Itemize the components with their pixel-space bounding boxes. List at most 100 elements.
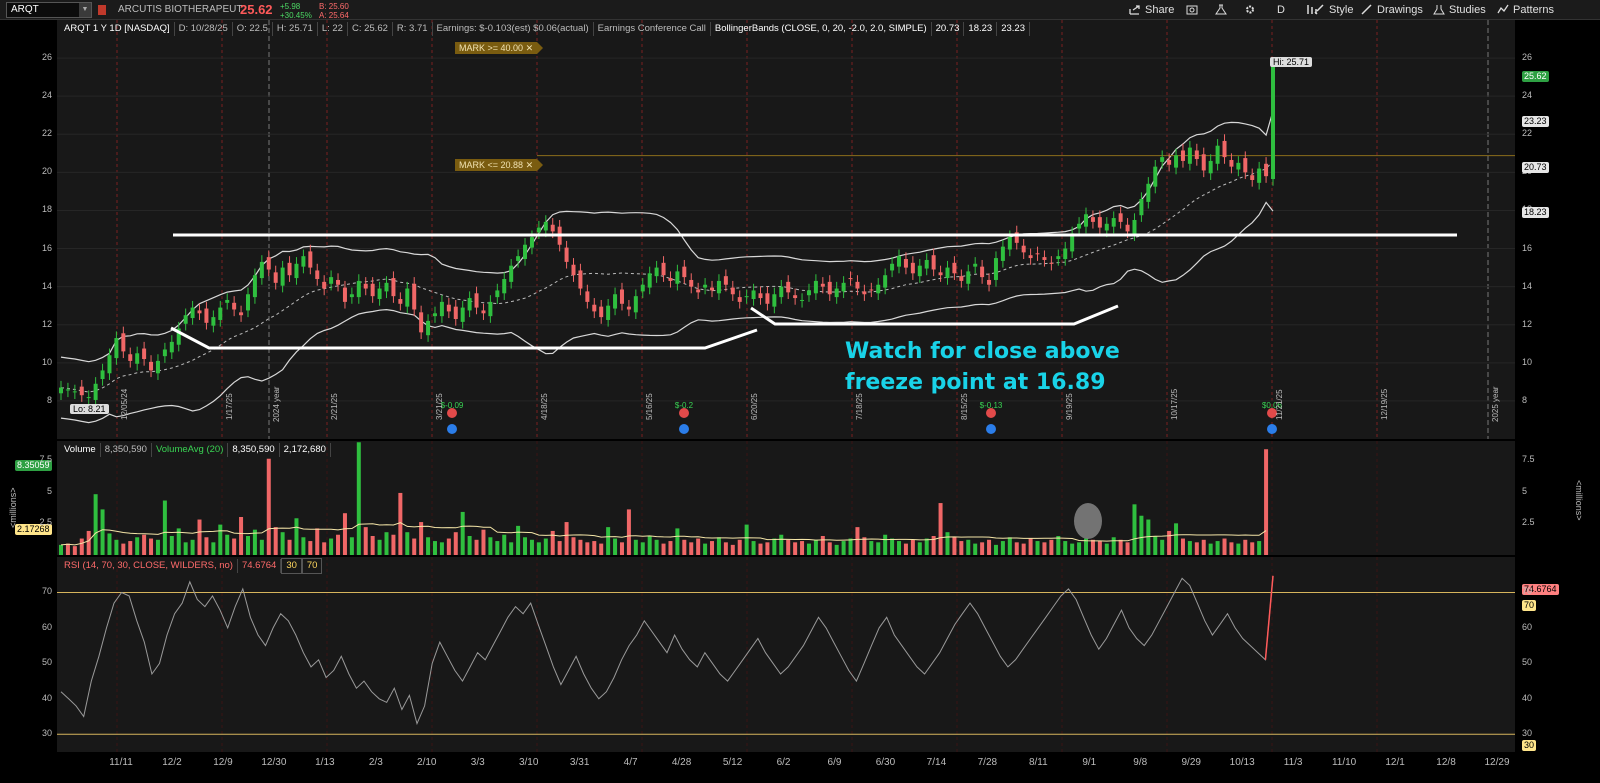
snapshot-button[interactable] bbox=[1186, 0, 1202, 20]
hdr-bb-upper: 20.73 bbox=[932, 22, 965, 36]
candle-body bbox=[155, 360, 160, 374]
year-label: 2024 year bbox=[272, 386, 281, 422]
date-tick-label: 2/3 bbox=[368, 757, 383, 768]
close-icon[interactable]: ✕ bbox=[525, 160, 534, 170]
volume-bar bbox=[294, 518, 299, 555]
candle-body bbox=[703, 284, 708, 288]
volume-bar bbox=[1097, 541, 1102, 555]
volume-bar bbox=[772, 538, 777, 555]
candle-body bbox=[128, 354, 133, 361]
close-icon[interactable]: ✕ bbox=[525, 43, 534, 53]
price-tick-label-left: 8 bbox=[46, 394, 52, 405]
price-pane[interactable] bbox=[57, 20, 1515, 439]
rsi-label[interactable]: RSI (14, 70, 30, CLOSE, WILDERS, no) bbox=[60, 559, 238, 573]
period-button[interactable]: D bbox=[1277, 4, 1285, 16]
hdr-study[interactable]: BollingerBands (CLOSE, 0, 20, -2.0, 2.0,… bbox=[711, 22, 932, 36]
volume-bar bbox=[1215, 541, 1220, 555]
bid-price: B: 25.60 bbox=[319, 2, 349, 11]
volume-bar bbox=[626, 509, 631, 555]
candle-body bbox=[599, 306, 604, 318]
volume-bar bbox=[1222, 538, 1227, 555]
candle-body bbox=[218, 307, 223, 320]
volume-bar bbox=[966, 539, 971, 555]
candle-body bbox=[121, 333, 126, 352]
candle-body bbox=[377, 288, 382, 300]
earnings-label: $-0.2 bbox=[674, 401, 694, 410]
candle-body bbox=[633, 296, 638, 313]
patterns-button[interactable]: Patterns bbox=[1497, 0, 1554, 20]
candle-body bbox=[1180, 150, 1185, 161]
share-icon bbox=[1129, 5, 1140, 15]
volume-bar bbox=[1160, 539, 1165, 555]
candle-body bbox=[1007, 237, 1012, 250]
alert-lower[interactable]: MARK <= 20.88 ✕ bbox=[455, 159, 544, 171]
volume-bar bbox=[509, 542, 514, 555]
volume-bar bbox=[336, 534, 341, 555]
candle-body bbox=[1194, 150, 1199, 160]
rsi-chart[interactable] bbox=[57, 557, 1515, 752]
candle-body bbox=[252, 275, 257, 298]
volume-bar bbox=[640, 542, 645, 555]
symbol-input[interactable]: ARQT ▼ bbox=[6, 2, 92, 18]
volume-bar bbox=[128, 541, 133, 555]
rsi-tick-label: 50 bbox=[1522, 657, 1533, 668]
earnings-icon bbox=[679, 408, 689, 418]
volume-bar bbox=[356, 442, 361, 555]
flask-icon bbox=[1215, 4, 1227, 15]
change-stack: +5.98 +30.45% bbox=[280, 2, 312, 22]
date-tick-label: 11/3 bbox=[1283, 757, 1303, 768]
date-tick-label: 12/8 bbox=[1436, 757, 1456, 768]
date-axis[interactable]: 11/11 12/2 12/9 12/30 1/13 2/3 2/10 3/3 3/10 3/31… bbox=[57, 752, 1515, 783]
flag-icon[interactable] bbox=[98, 5, 106, 15]
candle-body bbox=[834, 288, 839, 298]
rsi-last-segment bbox=[1264, 575, 1274, 660]
studies-button[interactable]: Studies bbox=[1433, 0, 1486, 20]
volume-bar bbox=[308, 541, 313, 555]
candle-body bbox=[924, 259, 929, 269]
price-tick-label-left: 14 bbox=[41, 280, 52, 291]
date-tick-label: 9/29 bbox=[1181, 757, 1201, 768]
vol-avg-label[interactable]: VolumeAvg (20) bbox=[152, 443, 229, 457]
volume-bar bbox=[1042, 542, 1047, 555]
share-button[interactable]: Share bbox=[1129, 0, 1174, 20]
vertical-date-label: 4/18/25 bbox=[540, 393, 549, 420]
volume-bar bbox=[176, 528, 181, 555]
volume-bar bbox=[114, 539, 119, 555]
price-tick-label-left: 18 bbox=[41, 204, 52, 215]
volume-pane[interactable] bbox=[57, 441, 1515, 555]
volume-bar bbox=[1146, 519, 1151, 555]
price-tick-label-left: 12 bbox=[41, 318, 52, 329]
trend-line bbox=[750, 304, 1119, 326]
chevron-down-icon[interactable]: ▼ bbox=[79, 3, 91, 17]
price-chart[interactable] bbox=[57, 20, 1515, 439]
alert-upper[interactable]: MARK >= 40.00 ✕ bbox=[455, 42, 544, 54]
volume-bar bbox=[855, 527, 860, 555]
volume-bar bbox=[280, 532, 285, 555]
vol-label: Volume bbox=[60, 443, 101, 457]
candle-body bbox=[806, 290, 811, 296]
volume-chart[interactable] bbox=[57, 441, 1515, 555]
vertical-date-label: 12/05/24 bbox=[120, 388, 129, 420]
candle-body bbox=[952, 262, 957, 274]
volume-bar bbox=[980, 542, 985, 555]
volume-bar bbox=[162, 500, 167, 555]
drawings-button[interactable]: Drawings bbox=[1361, 0, 1423, 20]
style-button[interactable]: Style bbox=[1313, 0, 1353, 20]
volume-bar bbox=[1021, 543, 1026, 555]
volume-bar bbox=[765, 542, 770, 555]
gear-icon bbox=[1246, 5, 1254, 14]
annotation-line1: Watch for close above bbox=[845, 339, 1120, 364]
candle-body bbox=[772, 294, 777, 307]
flask-button[interactable] bbox=[1215, 0, 1231, 20]
volume-bar bbox=[938, 503, 943, 555]
volume-bar bbox=[973, 543, 978, 555]
candle-body bbox=[72, 391, 77, 393]
price-tick-label: 8 bbox=[1522, 394, 1528, 405]
earnings-icon bbox=[1267, 408, 1277, 418]
candle-body bbox=[114, 338, 119, 359]
candle-body bbox=[1139, 199, 1144, 216]
settings-button[interactable] bbox=[1244, 0, 1260, 20]
candle-body bbox=[723, 276, 728, 285]
rsi-pane[interactable] bbox=[57, 557, 1515, 752]
volume-bar bbox=[183, 542, 188, 555]
